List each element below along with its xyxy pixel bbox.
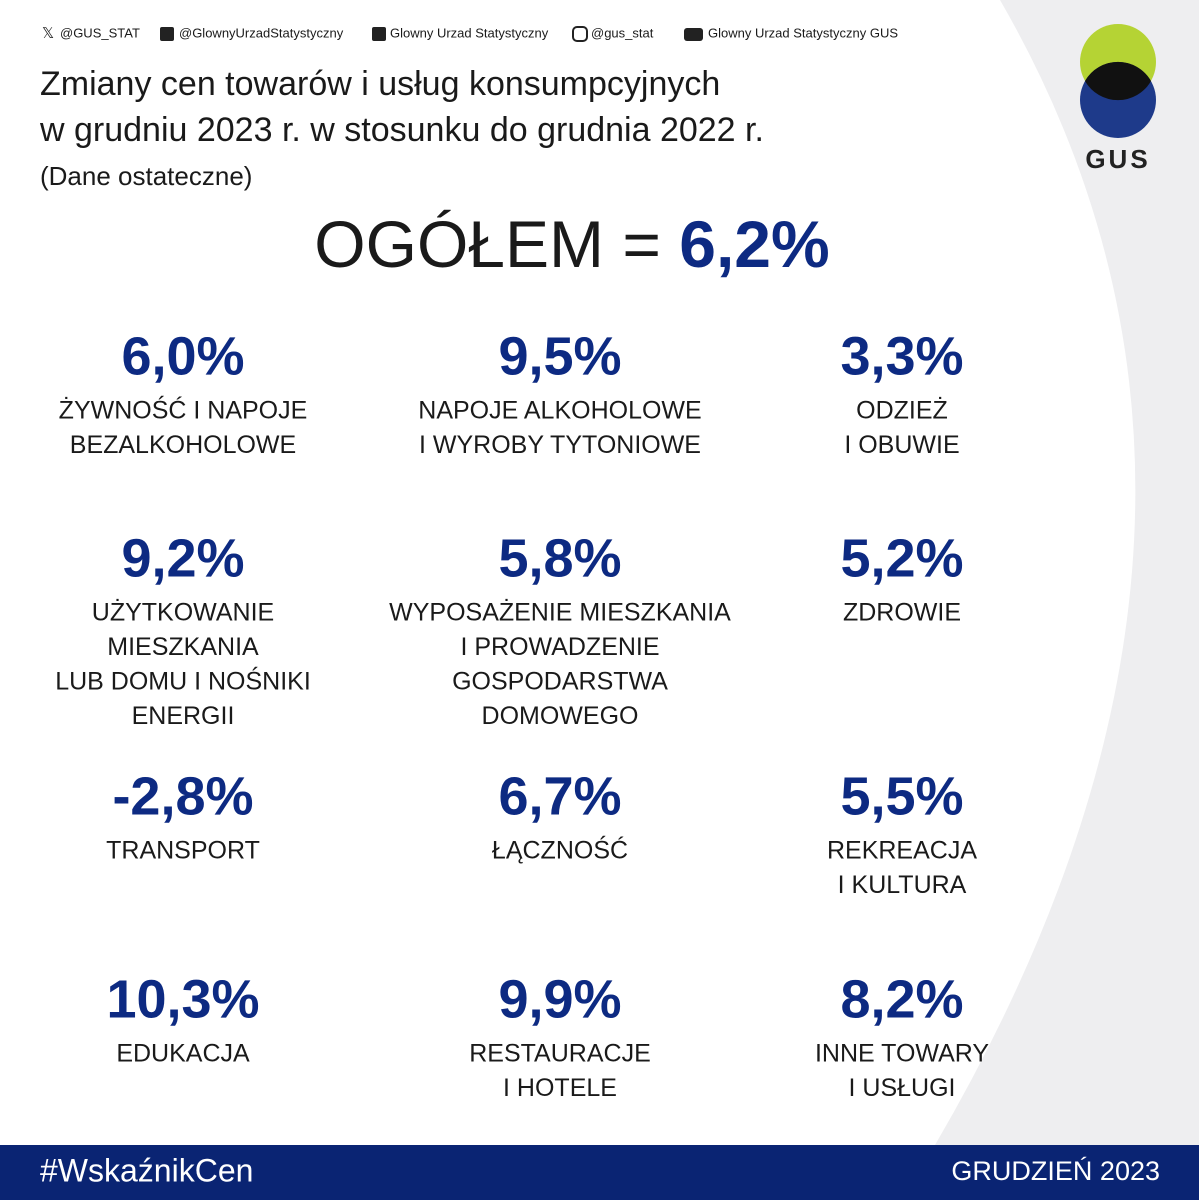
item-label: UŻYTKOWANIE xyxy=(92,598,274,627)
item-label: REKREACJA xyxy=(827,837,977,865)
social-handle[interactable]: Glowny Urzad Statystyczny GUS xyxy=(708,25,898,40)
social-icons: 𝕏 xyxy=(42,25,703,42)
item-label: I KULTURA xyxy=(838,871,967,899)
item-label: DOMOWEGO xyxy=(482,702,639,730)
logo-text: GUS xyxy=(1085,144,1150,174)
linkedin-icon xyxy=(372,27,386,41)
social-handle[interactable]: @GlownyUrzadStatystyczny xyxy=(179,25,344,40)
item-label: I WYROBY TYTONIOWE xyxy=(419,431,701,459)
item-value: 9,5% xyxy=(498,326,621,386)
title: w grudniu 2023 r. w stosunku do grudnia … xyxy=(39,111,764,149)
social-handle[interactable]: @GUS_STAT xyxy=(60,25,140,40)
facebook-icon xyxy=(160,27,174,41)
total-value: 6,2% xyxy=(679,207,829,281)
x-icon: 𝕏 xyxy=(42,25,54,42)
footer-bar xyxy=(0,1145,1199,1200)
item-value: 5,5% xyxy=(840,766,963,826)
item-label: WYPOSAŻENIE MIESZKANIA xyxy=(389,598,731,627)
total: OGÓŁEM = 6,2% xyxy=(314,207,829,281)
item-value: 5,2% xyxy=(840,528,963,588)
item-value: 9,2% xyxy=(121,528,244,588)
item-label: ŁĄCZNOŚĆ xyxy=(492,835,628,865)
logo-overlap xyxy=(1085,61,1151,101)
date: GRUDZIEŃ 2023 xyxy=(951,1156,1160,1186)
item-label: I PROWADZENIE xyxy=(460,633,659,661)
item-label: GOSPODARSTWA xyxy=(452,668,668,696)
background-arc xyxy=(935,0,1199,1145)
item-label: MIESZKANIA xyxy=(107,633,259,661)
item-label: I HOTELE xyxy=(503,1074,617,1102)
item-label: I OBUWIE xyxy=(844,431,959,459)
youtube-icon xyxy=(684,28,703,41)
item-value: 9,9% xyxy=(498,969,621,1029)
logo: GUS xyxy=(1080,24,1156,174)
item-label: INNE TOWARY xyxy=(815,1040,989,1068)
item-label: ŻYWNOŚĆ I NAPOJE xyxy=(59,395,308,425)
item-label: LUB DOMU I NOŚNIKI xyxy=(55,666,311,696)
total-label: OGÓŁEM = xyxy=(314,207,661,281)
item-value: 6,0% xyxy=(121,326,244,386)
item-label: BEZALKOHOLOWE xyxy=(70,431,296,459)
item-label: ENERGII xyxy=(132,702,235,730)
subtitle: (Dane ostateczne) xyxy=(40,161,252,191)
item-value: 5,8% xyxy=(498,528,621,588)
instagram-icon xyxy=(572,26,588,42)
item-label: I USŁUGI xyxy=(849,1074,956,1102)
hashtag[interactable]: #WskaźnikCen xyxy=(40,1152,253,1188)
item-value: -2,8% xyxy=(112,766,253,826)
item-label: TRANSPORT xyxy=(106,837,260,865)
item-label: RESTAURACJE xyxy=(469,1040,651,1068)
social-handle[interactable]: Glowny Urzad Statystyczny xyxy=(390,25,549,40)
title: Zmiany cen towarów i usług konsumpcyjnyc… xyxy=(40,65,720,103)
social-handle[interactable]: @gus_stat xyxy=(591,25,654,40)
item-value: 8,2% xyxy=(840,969,963,1029)
item-value: 10,3% xyxy=(106,969,259,1029)
item-value: 3,3% xyxy=(840,326,963,386)
item-label: ODZIEŻ xyxy=(856,396,948,425)
item-value: 6,7% xyxy=(498,766,621,826)
item-label: NAPOJE ALKOHOLOWE xyxy=(418,397,701,425)
item-label: ZDROWIE xyxy=(843,599,961,627)
item-label: EDUKACJA xyxy=(116,1040,250,1068)
